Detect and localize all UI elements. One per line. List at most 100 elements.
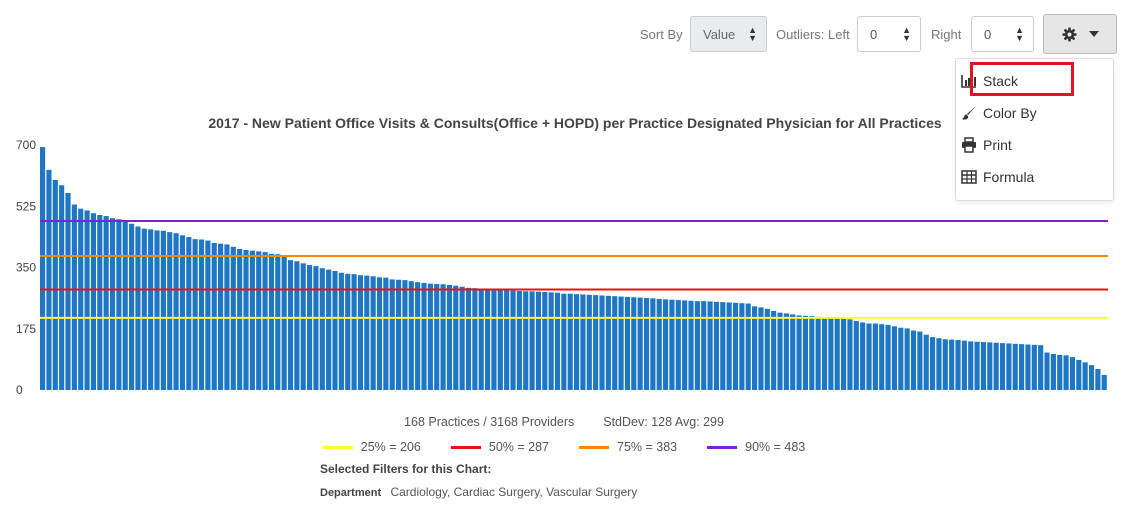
chart-bar[interactable] [249,250,255,390]
chart-bar[interactable] [453,285,459,390]
chart-bar[interactable] [828,318,834,390]
chart-bar[interactable] [440,284,446,390]
outliers-left-select[interactable]: 0 ▲ ▼ [857,16,921,52]
chart-bar[interactable] [1044,352,1050,390]
chart-bar[interactable] [109,218,116,390]
chart-bar[interactable] [192,239,198,390]
chart-bar[interactable] [694,301,700,390]
chart-bar[interactable] [554,292,561,390]
outliers-right-select[interactable]: 0 ▲ ▼ [971,16,1034,52]
chart-bar[interactable] [923,334,929,390]
chart-bar[interactable] [1050,353,1056,390]
chart-bar[interactable] [720,302,726,390]
chart-bar[interactable] [497,289,503,390]
chart-bar[interactable] [205,240,211,390]
chart-bar[interactable] [1063,355,1069,390]
chart-bar[interactable] [548,292,554,390]
chart-bar[interactable] [567,293,573,390]
chart-bar[interactable] [605,295,611,390]
chart-bar[interactable] [237,248,243,390]
chart-bar[interactable] [491,289,497,390]
chart-bar[interactable] [415,282,421,390]
chart-bar[interactable] [376,277,383,390]
chart-bar[interactable] [1095,369,1101,390]
chart-bar[interactable] [904,328,910,390]
chart-bar[interactable] [427,283,433,390]
chart-bar[interactable] [968,341,974,390]
chart-bar[interactable] [243,250,249,390]
chart-bar[interactable] [122,220,128,390]
chart-bar[interactable] [472,288,478,390]
chart-bar[interactable] [1038,345,1044,390]
chart-bar[interactable] [713,301,720,390]
chart-bar[interactable] [40,147,46,390]
chart-bar[interactable] [1006,343,1012,390]
chart-bar[interactable] [682,300,688,390]
chart-bar[interactable] [59,185,65,390]
chart-bar[interactable] [752,306,758,390]
chart-bar[interactable] [866,323,872,391]
chart-bar[interactable] [300,263,306,390]
chart-bar[interactable] [160,230,166,390]
chart-bar[interactable] [675,300,681,390]
chart-bar[interactable] [230,246,236,390]
chart-bar[interactable] [834,318,840,390]
chart-bar[interactable] [446,285,453,390]
chart-bar[interactable] [1088,365,1095,390]
chart-bar[interactable] [211,243,217,390]
chart-bar[interactable] [383,277,389,390]
chart-bar[interactable] [637,297,643,390]
chart-bar[interactable] [141,228,147,390]
chart-bar[interactable] [701,301,707,390]
chart-bar[interactable] [879,324,885,390]
chart-bar[interactable] [796,315,802,390]
chart-bar[interactable] [860,322,866,390]
chart-bar[interactable] [1082,362,1088,390]
chart-bar[interactable] [955,339,961,390]
menu-item-color-by[interactable]: Color By [962,101,1037,125]
chart-bar[interactable] [624,296,631,390]
chart-bar[interactable] [389,279,395,390]
chart-bar[interactable] [650,298,656,390]
chart-bar[interactable] [529,291,535,390]
chart-bar[interactable] [287,260,294,390]
chart-bar[interactable] [459,286,465,390]
chart-bar[interactable] [853,321,859,390]
chart-bar[interactable] [510,290,516,390]
chart-bar[interactable] [364,275,370,390]
chart-bar[interactable] [338,272,344,390]
chart-bar[interactable] [732,302,739,390]
chart-bar[interactable] [542,292,548,390]
chart-bar[interactable] [1069,357,1076,390]
chart-bar[interactable] [84,210,90,390]
chart-bar[interactable] [809,316,815,390]
chart-bar[interactable] [307,265,313,390]
chart-bar[interactable] [891,326,898,390]
chart-bar[interactable] [256,251,262,390]
chart-bar[interactable] [593,295,599,390]
chart-bar[interactable] [1025,344,1031,391]
chart-bar[interactable] [402,280,408,390]
chart-bar[interactable] [561,293,567,390]
chart-bar[interactable] [1057,355,1063,390]
chart-bar[interactable] [351,274,357,390]
chart-bar[interactable] [739,303,745,390]
chart-bar[interactable] [618,296,624,390]
chart-bar[interactable] [707,301,713,390]
chart-bar[interactable] [421,282,427,390]
chart-bar[interactable] [396,279,402,390]
chart-bar[interactable] [275,254,281,390]
chart-bar[interactable] [434,283,440,390]
chart-bar[interactable] [726,302,732,391]
chart-bar[interactable] [103,216,109,390]
chart-bar[interactable] [281,255,287,390]
chart-bar[interactable] [268,253,275,390]
chart-bar[interactable] [370,276,376,390]
menu-item-print[interactable]: Print [962,133,1012,157]
chart-bar[interactable] [815,316,821,390]
chart-bar[interactable] [535,291,542,390]
chart-bar[interactable] [116,219,122,390]
chart-bar[interactable] [408,281,414,390]
chart-bar[interactable] [97,215,103,390]
chart-bar[interactable] [319,268,325,390]
